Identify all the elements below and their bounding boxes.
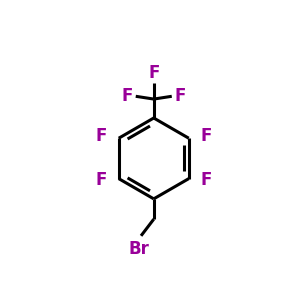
- Text: F: F: [148, 64, 159, 82]
- Text: Br: Br: [129, 240, 150, 258]
- Text: F: F: [96, 128, 107, 146]
- Text: F: F: [175, 87, 186, 105]
- Text: F: F: [200, 172, 212, 190]
- Text: F: F: [122, 87, 133, 105]
- Text: F: F: [96, 172, 107, 190]
- Text: F: F: [200, 128, 212, 146]
